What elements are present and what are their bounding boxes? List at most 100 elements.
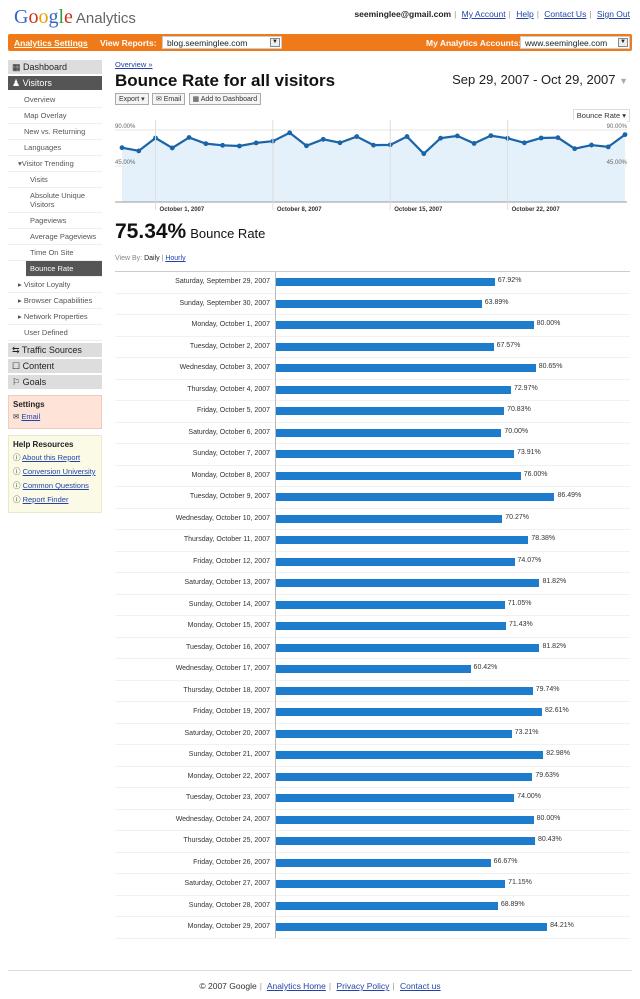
export-button[interactable]: Export ▾ — [115, 93, 149, 105]
nav-traffic-sources[interactable]: ⇆ Traffic Sources — [8, 343, 102, 357]
bar[interactable] — [276, 600, 505, 609]
top-links: seeminglee@gmail.com | My Account | Help | … — [354, 9, 630, 19]
bar-row: Wednesday, October 3, 2007 80.65% — [115, 358, 630, 380]
bar[interactable] — [276, 299, 482, 308]
bar-row: Thursday, October 25, 2007 80.43% — [115, 831, 630, 853]
bar[interactable] — [276, 794, 515, 802]
view-reports-select[interactable]: blog.seeminglee.com ▼ — [162, 36, 282, 49]
nav-map-overlay[interactable]: Map Overlay — [8, 108, 102, 124]
contact-us-link[interactable]: Contact Us — [544, 9, 587, 19]
nav-goals[interactable]: ⚐ Goals — [8, 375, 102, 389]
accounts-select[interactable]: www.seeminglee.com ▼ — [520, 36, 630, 49]
bar-value-label: 74.07% — [517, 556, 542, 564]
bar[interactable] — [276, 708, 542, 716]
nav-time-on-site[interactable]: Time On Site — [8, 245, 102, 261]
bar[interactable] — [276, 837, 535, 845]
bar-date-label: Wednesday, October 24, 2007 — [175, 815, 270, 823]
nav-dashboard[interactable]: ▦ Dashboard — [8, 60, 102, 74]
bar[interactable] — [276, 450, 514, 458]
bar[interactable] — [276, 493, 555, 501]
nav-browser-capabilities[interactable]: ▸ Browser Capabilities — [8, 293, 102, 309]
bar[interactable] — [276, 428, 502, 437]
bar[interactable] — [276, 278, 495, 286]
bar[interactable] — [276, 643, 540, 652]
nav-absolute-unique[interactable]: Absolute Unique Visitors — [8, 188, 102, 213]
nav-overview[interactable]: Overview — [8, 92, 102, 108]
bar-row: Tuesday, October 16, 2007 81.82% — [115, 638, 630, 659]
nav-new-vs-returning[interactable]: New vs. Returning — [8, 124, 102, 140]
bar[interactable] — [276, 557, 515, 566]
nav-visits[interactable]: Visits — [8, 172, 102, 188]
bar-value-label: 71.43% — [509, 621, 533, 628]
nav-user-defined[interactable]: User Defined — [8, 325, 102, 341]
bar[interactable] — [276, 858, 491, 867]
bar-value-label: 82.61% — [545, 707, 569, 714]
bar[interactable] — [276, 536, 529, 544]
data-point — [622, 132, 628, 138]
bar[interactable] — [276, 815, 534, 824]
sign-out-link[interactable]: Sign Out — [596, 9, 630, 19]
bar[interactable] — [276, 729, 512, 738]
copyright: © 2007 Google — [199, 981, 257, 991]
contact-link[interactable]: Contact us — [399, 981, 441, 991]
bar[interactable] — [276, 321, 534, 329]
my-account-link[interactable]: My Account — [461, 9, 506, 19]
privacy-policy-link[interactable]: Privacy Policy — [336, 981, 390, 991]
nav-bounce-rate[interactable]: Bounce Rate — [26, 261, 102, 277]
bar[interactable] — [276, 901, 498, 910]
bar[interactable] — [276, 772, 533, 781]
summary: 75.34% Bounce Rate — [115, 220, 265, 244]
bar-date-label: Saturday, September 29, 2007 — [175, 278, 270, 285]
data-point — [555, 135, 561, 141]
nav-pageviews[interactable]: Pageviews — [8, 213, 102, 229]
nav-languages[interactable]: Languages — [8, 140, 102, 156]
email-button[interactable]: ✉ Email — [151, 93, 186, 105]
bar[interactable] — [276, 880, 506, 888]
bar-date-label: Friday, October 26, 2007 — [193, 858, 270, 866]
bar[interactable] — [276, 622, 506, 630]
bar[interactable] — [276, 923, 548, 931]
settings-title: Settings — [13, 400, 45, 409]
analytics-settings-link[interactable]: Analytics Settings — [14, 38, 88, 48]
bar[interactable] — [276, 364, 536, 372]
bar-row: Monday, October 22, 2007 79.63% — [115, 767, 630, 788]
bar[interactable] — [276, 579, 540, 587]
bar[interactable] — [276, 514, 503, 523]
nav-network-properties[interactable]: ▸ Network Properties — [8, 309, 102, 325]
bar[interactable] — [276, 407, 505, 415]
bar[interactable] — [276, 471, 521, 480]
nav-visitors[interactable]: ♟ Visitors — [8, 76, 102, 90]
bar-date-label: Saturday, October 13, 2007 — [184, 579, 270, 586]
help-link-about[interactable]: About this Report — [22, 453, 81, 462]
bar-date-label: Thursday, October 18, 2007 — [183, 686, 270, 694]
add-to-dashboard-button[interactable]: ▦ Add to Dashboard — [188, 93, 262, 105]
nav-content[interactable]: ☐ Content — [8, 359, 102, 373]
bar-row: Thursday, October 11, 2007 78.38% — [115, 530, 630, 552]
bar[interactable] — [276, 686, 533, 695]
help-link[interactable]: Help — [516, 9, 534, 19]
view-daily[interactable]: Daily — [144, 255, 160, 262]
nav-visitor-loyalty[interactable]: ▸ Visitor Loyalty — [8, 277, 102, 293]
help-link-finder[interactable]: Report Finder — [22, 495, 69, 504]
help-resources-box: Help Resources ⓘ About this Report ⓘ Con… — [8, 435, 102, 513]
help-link-conversion[interactable]: Conversion University — [22, 467, 96, 476]
bar-value-label: 81.82% — [542, 642, 567, 650]
sidebar: ▦ Dashboard ♟ Visitors Overview Map Over… — [8, 60, 102, 513]
bar-date-label: Thursday, October 11, 2007 — [183, 536, 270, 543]
bar-date-label: Monday, October 29, 2007 — [187, 923, 270, 930]
bar[interactable] — [276, 385, 511, 394]
email-settings-link[interactable]: Email — [21, 412, 41, 421]
view-hourly-link[interactable]: Hourly — [165, 255, 186, 262]
data-point — [371, 142, 376, 148]
nav-average-pageviews[interactable]: Average Pageviews — [8, 229, 102, 245]
bar[interactable] — [276, 751, 544, 759]
nav-visitor-trending[interactable]: ▾Visitor Trending — [8, 156, 102, 172]
analytics-home-link[interactable]: Analytics Home — [266, 981, 326, 991]
date-range-picker[interactable]: Sep 29, 2007 - Oct 29, 2007 ▼ — [452, 72, 628, 87]
breadcrumb[interactable]: Overview » — [115, 60, 153, 69]
bar[interactable] — [276, 665, 471, 673]
google-analytics-logo[interactable]: Google Analytics — [14, 6, 136, 28]
bar-row: Thursday, October 18, 2007 79.74% — [115, 681, 630, 702]
bar[interactable] — [276, 342, 494, 351]
help-link-questions[interactable]: Common Questions — [22, 481, 89, 490]
